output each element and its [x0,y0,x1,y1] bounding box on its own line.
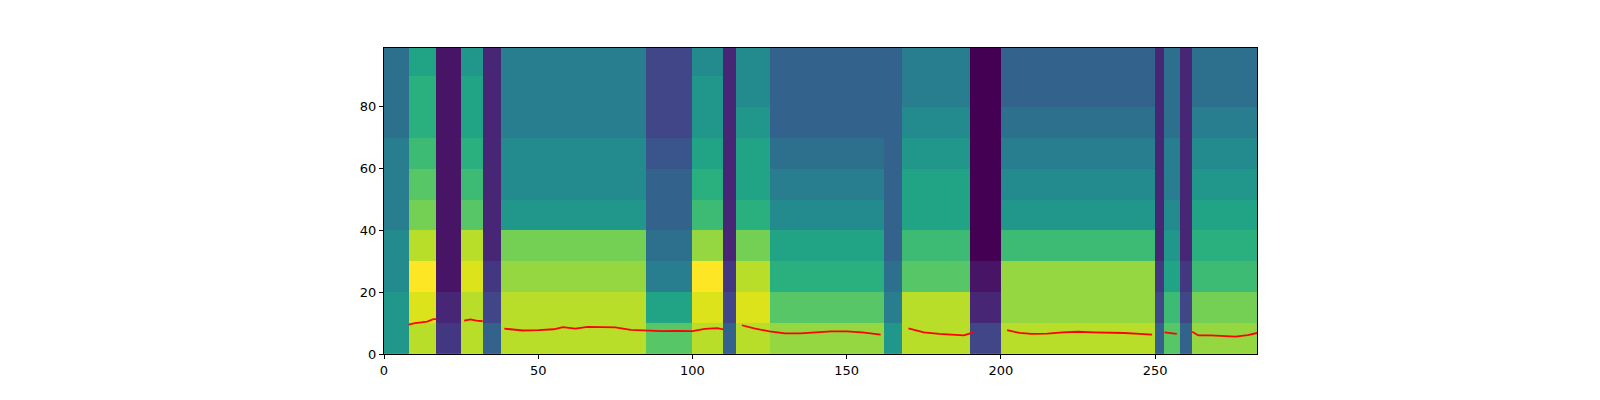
svg-text:150: 150 [834,363,859,378]
svg-text:100: 100 [680,363,705,378]
svg-text:0: 0 [380,363,388,378]
svg-text:40: 40 [360,223,377,238]
svg-text:60: 60 [360,161,377,176]
svg-text:0: 0 [368,347,376,362]
svg-text:50: 50 [530,363,547,378]
svg-text:200: 200 [989,363,1014,378]
svg-text:80: 80 [360,99,377,114]
svg-text:250: 250 [1143,363,1168,378]
svg-text:20: 20 [360,285,377,300]
